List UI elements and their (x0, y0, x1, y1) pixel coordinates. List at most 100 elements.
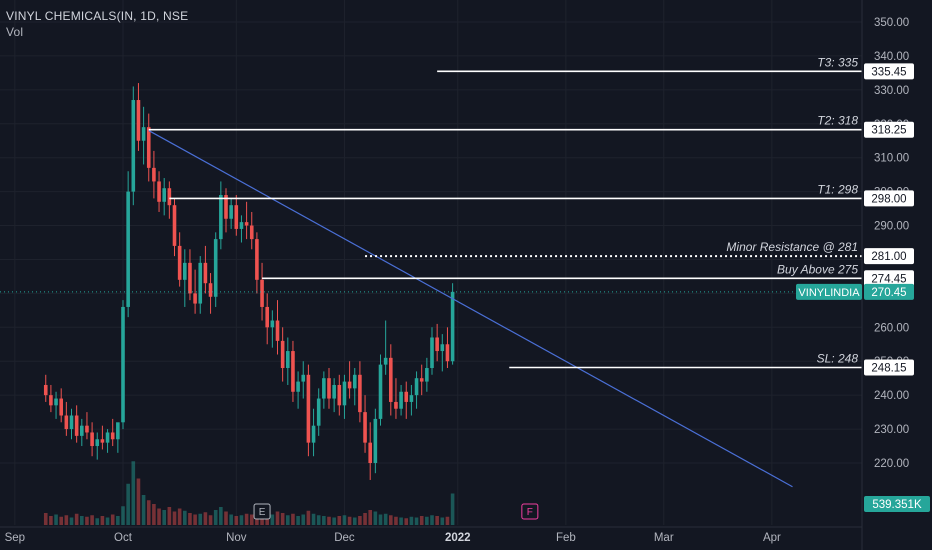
candle-body[interactable] (188, 262, 192, 294)
candle-body[interactable] (105, 432, 110, 443)
volume-bar (301, 514, 306, 525)
candle-body[interactable] (131, 100, 136, 192)
candle-body[interactable] (64, 415, 69, 430)
candle-body[interactable] (136, 100, 141, 141)
candle-body[interactable] (255, 239, 259, 280)
candle-body[interactable] (430, 337, 434, 369)
candle-body[interactable] (69, 415, 74, 430)
candle-body[interactable] (193, 293, 197, 304)
trendline[interactable] (148, 130, 793, 488)
candle-body[interactable] (244, 222, 249, 226)
candle-body[interactable] (306, 374, 311, 443)
candle-body[interactable] (296, 381, 300, 392)
volume-bar (378, 514, 383, 525)
volume-bar (90, 515, 94, 525)
candle-body[interactable] (450, 291, 455, 362)
candle-body[interactable] (95, 439, 100, 447)
candle-body[interactable] (203, 262, 208, 284)
volume-bar (404, 518, 409, 525)
candle-body[interactable] (208, 283, 213, 297)
candle-body[interactable] (157, 181, 161, 202)
level-price-tag (864, 190, 914, 207)
candle-body[interactable] (291, 351, 295, 392)
candle-body[interactable] (368, 442, 372, 463)
candle-body[interactable] (172, 205, 177, 246)
candle-body[interactable] (311, 425, 316, 443)
candle-body[interactable] (100, 439, 105, 443)
candle-body[interactable] (213, 239, 218, 297)
candle-body[interactable] (265, 306, 269, 328)
candle-body[interactable] (280, 340, 285, 369)
candle-body[interactable] (239, 222, 244, 229)
candle-body[interactable] (435, 337, 439, 352)
candle-body[interactable] (378, 364, 383, 419)
candle-body[interactable] (249, 225, 254, 240)
candle-body[interactable] (49, 395, 53, 406)
event-marker[interactable] (253, 503, 271, 520)
volume-bar (399, 517, 403, 525)
candle-body[interactable] (177, 245, 182, 280)
candle-body[interactable] (352, 374, 357, 389)
level-text: T2: 318 (817, 114, 858, 128)
candle-body[interactable] (275, 320, 280, 341)
candle-body[interactable] (332, 384, 336, 399)
candle-body[interactable] (234, 205, 239, 229)
candle-body[interactable] (342, 381, 347, 406)
candle-body[interactable] (327, 378, 331, 399)
candle-body[interactable] (224, 195, 228, 219)
price-tick-label: 240.00 (874, 390, 909, 402)
candle-body[interactable] (363, 412, 367, 443)
candle-body[interactable] (383, 357, 388, 365)
candle-body[interactable] (260, 279, 264, 307)
price-tick-label: 230.00 (874, 424, 909, 436)
candle-body[interactable] (373, 418, 378, 463)
candle-body[interactable] (347, 381, 352, 389)
candle-body[interactable] (59, 398, 63, 416)
candle-body[interactable] (270, 320, 275, 328)
volume-bar (110, 514, 115, 525)
candle-body[interactable] (90, 432, 94, 447)
candle-body[interactable] (337, 384, 342, 406)
candle-body[interactable] (116, 422, 120, 440)
candle-body[interactable] (414, 378, 419, 396)
candle-body[interactable] (389, 357, 393, 402)
price-tick-label: 290.00 (874, 221, 909, 233)
candle-body[interactable] (286, 351, 290, 369)
candle-body[interactable] (322, 378, 326, 399)
candle-body[interactable] (394, 401, 398, 409)
candle-body[interactable] (126, 191, 130, 307)
candle-body[interactable] (229, 205, 233, 219)
candle-body[interactable] (121, 306, 125, 423)
candle-body[interactable] (358, 374, 362, 413)
candle-body[interactable] (409, 395, 414, 402)
candle-body[interactable] (198, 262, 203, 304)
candle-body[interactable] (85, 425, 89, 433)
candle-body[interactable] (183, 262, 187, 280)
volume-bar (291, 513, 295, 525)
candle-body[interactable] (162, 188, 166, 202)
event-marker[interactable] (521, 503, 539, 520)
candle-body[interactable] (404, 391, 409, 402)
volume-bar (373, 511, 378, 525)
candle-body[interactable] (301, 374, 306, 382)
candle-body[interactable] (146, 127, 151, 168)
candle-body[interactable] (445, 344, 450, 362)
candle-body[interactable] (419, 378, 424, 382)
volume-bar (177, 508, 182, 525)
candle-body[interactable] (167, 188, 172, 206)
candle-body[interactable] (54, 398, 58, 406)
candle-body[interactable] (74, 415, 79, 436)
candle-body[interactable] (316, 398, 321, 426)
candle-body[interactable] (425, 368, 429, 382)
candle-body[interactable] (141, 127, 146, 141)
candle-body[interactable] (110, 432, 115, 440)
candle-body[interactable] (399, 391, 403, 409)
candle-body[interactable] (440, 344, 445, 352)
candle-body[interactable] (152, 167, 156, 182)
volume-bar (322, 516, 326, 525)
candle-body[interactable] (43, 384, 48, 396)
candle-body[interactable] (80, 425, 84, 436)
candle-body[interactable] (219, 195, 223, 240)
